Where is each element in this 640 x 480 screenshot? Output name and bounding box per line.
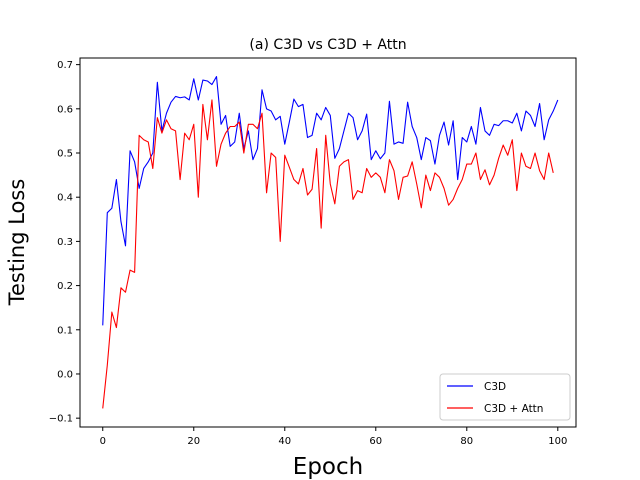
- y-tick-label: 0.3: [57, 237, 73, 248]
- y-axis-title: Testing Loss: [5, 179, 29, 307]
- x-tick-label: 100: [548, 436, 567, 447]
- y-tick-label: 0.4: [57, 193, 73, 204]
- y-tick-label: 0.5: [57, 149, 73, 160]
- series-line-0: [102, 76, 559, 326]
- series-line-1: [102, 99, 554, 409]
- x-tick-label: 20: [187, 436, 200, 447]
- chart-title: (a) C3D vs C3D + Attn: [249, 37, 406, 53]
- x-tick-label: 80: [460, 436, 473, 447]
- y-tick-label: 0.2: [57, 281, 73, 292]
- legend: C3D C3D + Attn: [439, 373, 571, 421]
- y-tick-label: −0.1: [49, 414, 73, 425]
- legend-label-1: C3D + Attn: [484, 403, 543, 415]
- y-tick-label: 0.7: [57, 60, 73, 71]
- x-tick-label: 0: [100, 436, 106, 447]
- plot-frame: [79, 57, 577, 428]
- y-tick-label: 0.0: [57, 369, 73, 380]
- plot-area: [79, 57, 577, 428]
- x-tick-label: 60: [369, 436, 382, 447]
- axis-ticks: 0 20 40 60 80 100 −0.1 0.0 0.1 0.2 0.3 0.4 0.5 0.6 0.7: [49, 60, 568, 447]
- x-tick-label: 40: [278, 436, 291, 447]
- x-axis-title: Epoch: [293, 454, 363, 480]
- y-tick-label: 0.1: [57, 325, 73, 336]
- y-tick-label: 0.6: [57, 104, 73, 115]
- legend-label-0: C3D: [484, 381, 506, 393]
